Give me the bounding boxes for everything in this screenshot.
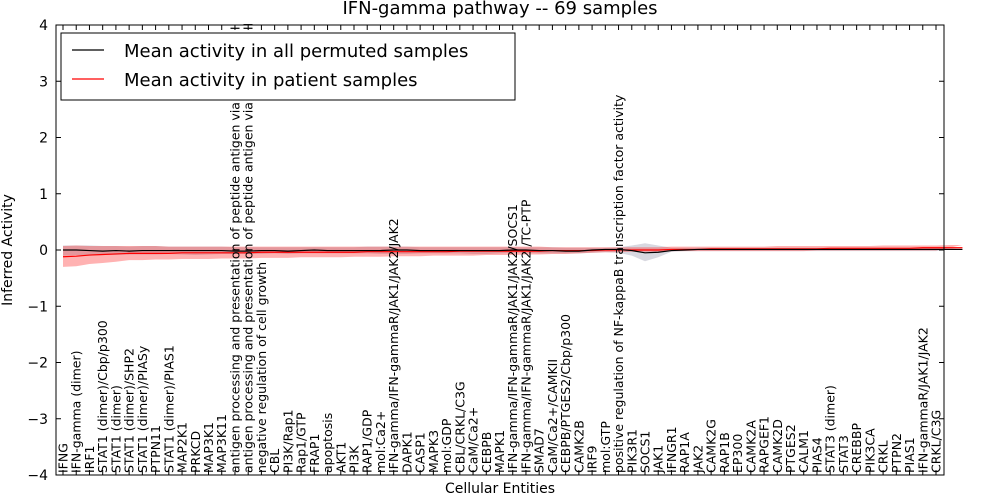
x-tick-label: CREBBP <box>849 423 864 473</box>
y-tick-label: 1 <box>39 187 48 203</box>
x-tick-label: CALM1 <box>796 430 811 473</box>
y-tick-label: −3 <box>27 412 48 428</box>
x-tick-label: PTPN11 <box>148 425 163 473</box>
y-tick-label: −1 <box>27 299 48 315</box>
x-tick-label: JAK2 <box>690 445 705 474</box>
x-tick-label: CaM/Ca2+ <box>466 407 481 473</box>
x-tick-label: DAPK1 <box>399 431 414 473</box>
band-patient <box>63 244 963 267</box>
y-tick-label: 2 <box>39 131 48 147</box>
x-tick-label: mol:Ca2+ <box>373 411 388 473</box>
y-tick-label: 0 <box>39 243 48 259</box>
x-tick-label: PIK3CA <box>862 428 877 473</box>
x-tick-label: SMAD7 <box>532 428 547 473</box>
y-tick-label: 4 <box>39 18 48 34</box>
x-tick-label: JAK1 <box>651 445 666 474</box>
x-tick-label: PI3K <box>347 445 362 473</box>
y-axis-label: Inferred Activity <box>0 194 16 306</box>
y-tick-label: −4 <box>27 468 48 484</box>
x-tick-label: IFNG <box>56 443 71 473</box>
x-tick-label: CBL <box>267 449 282 473</box>
x-tick-label: CEBPB/PTGES2/Cbp/p300 <box>558 314 573 473</box>
x-tick-label: EP300 <box>730 434 745 473</box>
x-tick-label: Rap1/GTP <box>294 412 309 473</box>
x-tick-label: IRF9 <box>585 445 600 473</box>
y-axis: −4 −3 −2 −1 0 1 2 3 4 <box>27 18 944 484</box>
x-tick-label: RAPGEF1 <box>757 416 772 473</box>
x-tick-label: CAMK2A <box>743 420 758 473</box>
x-tick-label: CASP1 <box>413 432 428 473</box>
y-tick-label: 3 <box>39 74 48 90</box>
x-tick-label: STAT1 (dimer)/PIAS1 <box>161 345 176 473</box>
legend-box <box>60 32 516 101</box>
x-tick-label: CEBPB <box>479 432 494 473</box>
x-tick-label: AKT1 <box>333 442 348 473</box>
x-tick-label: STAT3 <box>836 435 851 473</box>
x-tick-label: mol:GTP <box>598 421 613 473</box>
series-lines <box>62 247 963 258</box>
x-tick-label: IFN-gamma/IFN-gammaR/JAK1/JAK2/JAK2 <box>386 218 401 473</box>
x-tick-label: IFN-gamma (dimer) <box>69 351 84 474</box>
x-tick-label: IFN-gammaR/JAK1/JAK2 <box>915 327 930 473</box>
band-permuted <box>63 243 963 262</box>
x-tick-label: CAMK2B <box>571 420 586 473</box>
x-tick-label: PIAS4 <box>809 437 824 473</box>
x-tick-label: MAP3K11 <box>214 414 229 473</box>
x-tick-label: STAT1 (dimer)/SHP2 <box>122 348 137 473</box>
x-tick-label: STAT3 (dimer) <box>823 385 838 473</box>
x-tick-label: positive regulation of NF-kappaB transcr… <box>611 94 626 473</box>
x-tick-label: IFN-gamma/IFN-gammaR/JAK1/JAK2 /TC-PTP <box>518 199 533 473</box>
x-tick-label: RAP1B <box>717 432 732 473</box>
x-tick-label: MAP2K1 <box>175 422 190 473</box>
x-tick-label: negative regulation of cell growth <box>254 262 269 473</box>
x-tick-label: STAT1 (dimer) <box>108 385 123 473</box>
x-tick-label: STAT1 (dimer)/PIASy <box>135 345 150 473</box>
legend-label-permuted: Mean activity in all permuted samples <box>124 41 468 62</box>
x-tick-label: PRKCD <box>188 431 203 473</box>
x-tick-label: CAMK2D <box>770 419 785 473</box>
x-tick-label: RAP1A <box>677 432 692 473</box>
series-line-permuted <box>63 248 963 254</box>
x-tick-label: CBL/CRKL/C3G <box>452 381 467 473</box>
x-tick-label: STAT1 (dimer)/Cbp/p300 <box>95 320 110 473</box>
x-tick-label: antigen processing and presentation of p… <box>241 23 256 473</box>
x-tick-label: SOCS1 <box>638 431 653 473</box>
x-tick-label: IFNGR1 <box>664 426 679 473</box>
x-tick-label: PIAS1 <box>902 437 917 473</box>
x-tick-label: PI3K/Rap1 <box>280 409 295 473</box>
x-tick-label: PTPN2 <box>889 433 904 473</box>
x-tick-label: FRAP1 <box>307 434 322 473</box>
x-tick-label: mol:GDP <box>439 418 454 473</box>
x-tick-label: MAPK1 <box>492 430 507 473</box>
y-tick-label: −2 <box>27 356 48 372</box>
x-tick-label: IFN-gamma/IFN-gammaR/JAK1/JAK2/SOCS1 <box>505 204 520 473</box>
legend: Mean activity in all permuted samples Me… <box>60 32 516 101</box>
x-tick-label: MAPK3 <box>426 430 441 473</box>
x-tick-label: MAP3K1 <box>201 422 216 473</box>
x-tick-label: CRKL/C3G <box>929 410 944 473</box>
chart-title: IFN-gamma pathway -- 69 samples <box>342 0 657 19</box>
legend-label-patient: Mean activity in patient samples <box>124 70 418 91</box>
x-tick-label: CAMK2G <box>704 419 719 473</box>
confidence-bands <box>63 243 963 267</box>
x-tick-label: antigen processing and presentation of p… <box>227 26 242 473</box>
x-tick-label: CaM/Ca2+/CAMKII <box>545 359 560 473</box>
x-tick-label: PTGES2 <box>783 424 798 473</box>
x-axis-label: Cellular Entities <box>445 481 555 497</box>
x-tick-label: apoptosis <box>320 413 335 473</box>
x-tick-label: IRF1 <box>82 445 97 473</box>
x-tick-label: RAP1/GDP <box>360 409 375 473</box>
x-tick-label: CRKL <box>876 440 891 473</box>
x-tick-label: PIK3R1 <box>624 429 639 473</box>
